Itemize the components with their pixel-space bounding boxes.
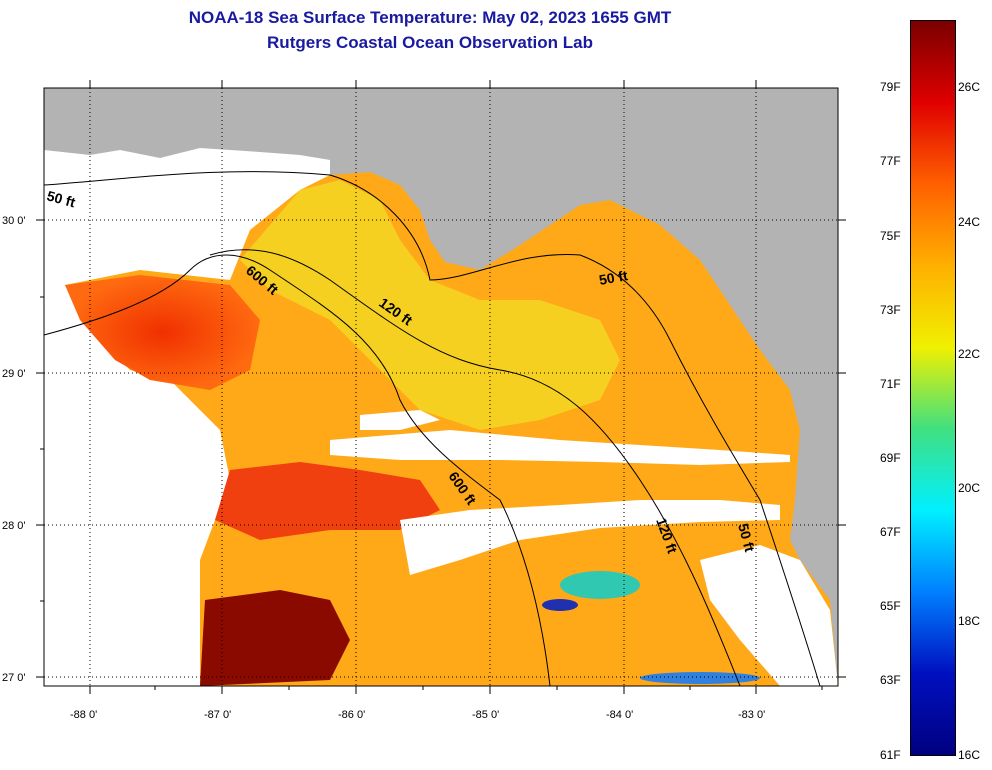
lat-label: 28 0'	[2, 520, 26, 532]
lon-label: -88 0'	[70, 709, 97, 721]
lon-label: -87 0'	[204, 709, 231, 721]
colorbar-f-label: 75F	[880, 229, 901, 243]
cloud-streak-2	[400, 500, 780, 575]
sst-cool-2	[542, 599, 578, 611]
lat-label: 27 0'	[2, 672, 26, 684]
colorbar-f-label: 61F	[880, 748, 901, 762]
longitude-labels: -88 0' -87 0' -86 0' -85 0' -84 0' -83 0…	[70, 709, 765, 721]
sst-hot-west	[65, 275, 260, 390]
lon-label: -85 0'	[472, 709, 499, 721]
cloud-se	[700, 545, 838, 686]
colorbar-f-label: 65F	[880, 599, 901, 613]
colorbar-c-label: 26C	[958, 80, 981, 94]
sst-hot-band	[215, 462, 440, 540]
contour-label: 50 ft	[598, 267, 629, 288]
colorbar-f-label: 71F	[880, 377, 901, 391]
sst-cool-3	[640, 672, 760, 684]
colorbar-f-label: 77F	[880, 154, 901, 168]
colorbar	[910, 20, 956, 756]
axis-ticks	[36, 80, 846, 694]
colorbar-f-label: 67F	[880, 525, 901, 539]
sst-cool-1	[560, 571, 640, 599]
colorbar-c-label: 18C	[958, 614, 981, 628]
colorbar-f-label: 73F	[880, 303, 901, 317]
colorbar-f-label: 79F	[880, 80, 901, 94]
colorbar-c-label: 22C	[958, 347, 981, 361]
map-frame	[43, 87, 839, 687]
cloud-streak-3	[360, 410, 440, 430]
lat-label: 29 0'	[2, 368, 26, 380]
colorbar-f-label: 63F	[880, 673, 901, 687]
lon-label: -86 0'	[338, 709, 365, 721]
sst-warm-yellow	[240, 180, 620, 430]
bathymetry-contours	[43, 171, 821, 687]
colorbar-f-label: 69F	[880, 451, 901, 465]
sst-hot-sw	[200, 590, 350, 686]
map-subtitle: Rutgers Coastal Ocean Observation Lab	[267, 33, 593, 52]
map-title: NOAA-18 Sea Surface Temperature: May 02,…	[188, 8, 672, 27]
contour-label: 50 ft	[735, 522, 758, 554]
contour-label: 50 ft	[45, 187, 77, 210]
lon-label: -83 0'	[738, 709, 765, 721]
colorbar-c-label: 20C	[958, 481, 981, 495]
colorbar-c-label: 16C	[958, 748, 981, 762]
graticule	[44, 88, 838, 686]
lat-label: 30 0'	[2, 215, 26, 227]
latitude-labels: 30 0' 29 0' 28 0' 27 0'	[2, 215, 26, 684]
lon-label: -84 0'	[606, 709, 633, 721]
colorbar-c-label: 24C	[958, 215, 981, 229]
